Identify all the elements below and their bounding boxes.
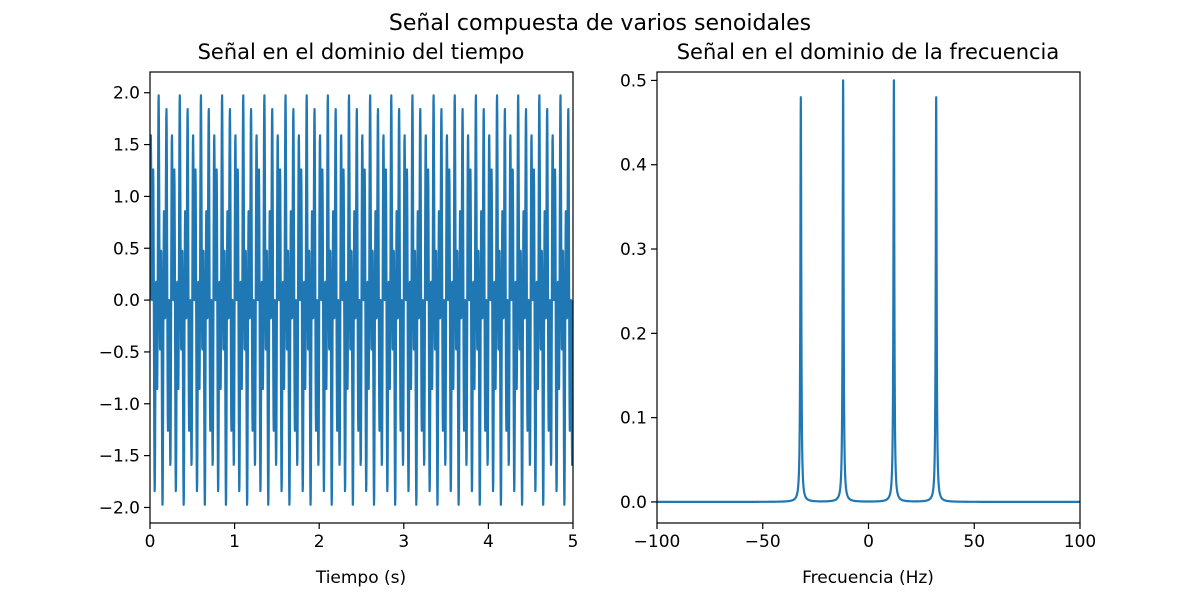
- time-x-axis-label: Tiempo (s): [315, 568, 406, 588]
- time-x-tick-label: 5: [568, 532, 579, 552]
- frequency-x-axis-label: Frecuencia (Hz): [802, 568, 934, 588]
- time-y-tick-label: 1.5: [113, 136, 140, 156]
- frequency-series-line: [657, 79, 1080, 504]
- frequency-x-tick-label: 0: [863, 532, 874, 552]
- frequency-y-tick-label: 0.5: [620, 71, 647, 91]
- frequency-series-layer: [657, 79, 1080, 504]
- time-plot-frame: [149, 71, 574, 524]
- time-series-line: [150, 94, 573, 506]
- time-y-tick-label: 1.0: [113, 187, 140, 207]
- time-x-tick-label: 0: [145, 532, 156, 552]
- time-y-tick-label: 2.0: [113, 84, 140, 104]
- time-x-tick-label: 1: [229, 532, 240, 552]
- time-x-axis: 0 1 2 3 4 5: [145, 523, 579, 552]
- time-y-tick-label: 0.5: [113, 239, 140, 259]
- time-panel-title: Señal en el dominio del tiempo: [198, 40, 525, 64]
- frequency-x-axis: −100 −50 0 50 100: [634, 523, 1096, 552]
- frequency-domain-panel: Señal en el dominio de la frecuencia −10…: [620, 40, 1096, 588]
- time-y-tick-label: −1.5: [99, 447, 140, 467]
- time-y-tick-label: −1.0: [99, 395, 140, 415]
- time-domain-panel: Señal en el dominio del tiempo 0 1 2 3 4 5 −2…: [99, 40, 579, 588]
- frequency-x-tick-label: 100: [1064, 532, 1096, 552]
- time-x-tick-label: 2: [314, 532, 325, 552]
- time-y-tick-label: −0.5: [99, 343, 140, 363]
- frequency-plot-frame: [656, 71, 1081, 524]
- frequency-panel-title: Señal en el dominio de la frecuencia: [677, 40, 1060, 64]
- time-x-tick-label: 4: [483, 532, 494, 552]
- frequency-y-tick-label: 0.3: [620, 240, 647, 260]
- time-y-tick-label: −2.0: [99, 498, 140, 518]
- frequency-x-tick-label: 50: [963, 532, 985, 552]
- frequency-x-tick-label: −50: [745, 532, 781, 552]
- frequency-y-tick-label: 0.1: [620, 409, 647, 429]
- time-y-tick-label: 0.0: [113, 291, 140, 311]
- time-y-axis: −2.0 −1.5 −1.0 −0.5 0.0 0.5 1.0 1.5 2.0: [99, 84, 150, 518]
- frequency-x-tick-label: −100: [634, 532, 681, 552]
- frequency-y-axis: 0.0 0.1 0.2 0.3 0.4 0.5: [620, 71, 657, 513]
- figure-title: Señal compuesta de varios senoidales: [389, 11, 811, 36]
- time-x-tick-label: 3: [398, 532, 409, 552]
- time-series-layer: [150, 94, 573, 506]
- frequency-y-tick-label: 0.2: [620, 324, 647, 344]
- frequency-y-tick-label: 0.4: [620, 156, 647, 176]
- frequency-y-tick-label: 0.0: [620, 493, 647, 513]
